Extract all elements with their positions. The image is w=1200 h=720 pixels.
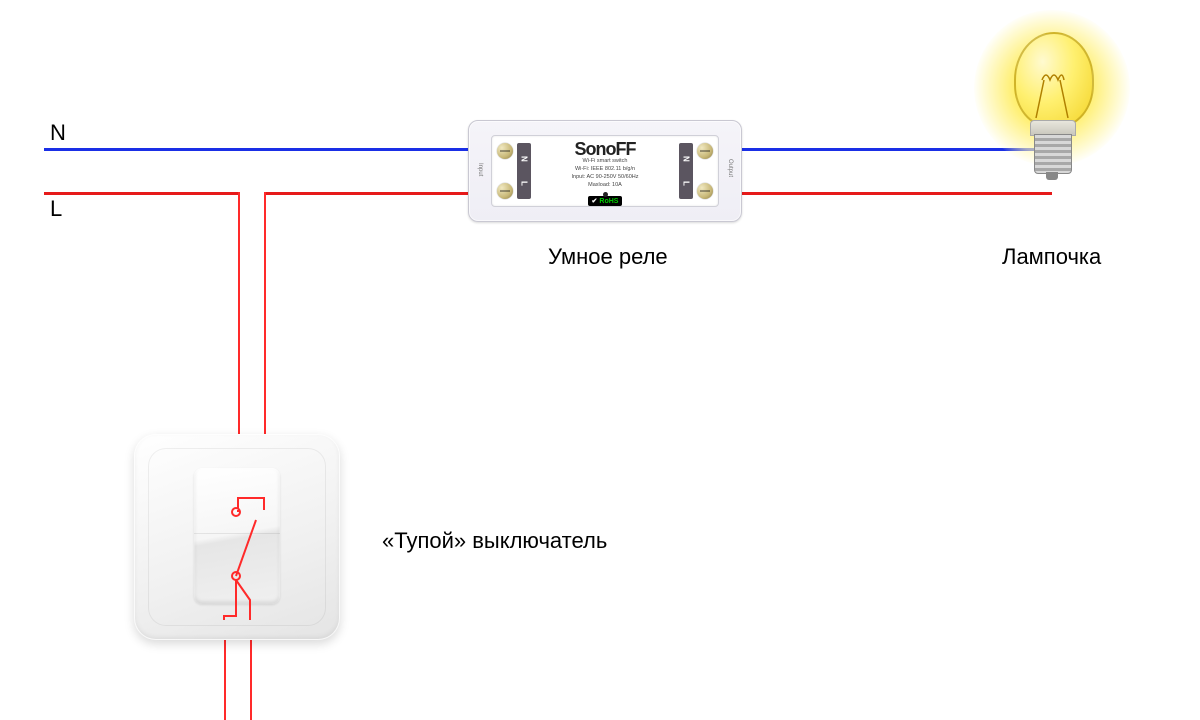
relay-spec1: Wi-Fi: IEEE 802.11 b/g/n xyxy=(541,166,669,173)
live-label: L xyxy=(50,196,62,222)
light-bulb xyxy=(974,10,1134,210)
relay-screw-icon xyxy=(697,143,713,159)
relay-screw-icon xyxy=(497,183,513,199)
relay-caption: Умное реле xyxy=(548,244,668,270)
bulb-caption: Лампочка xyxy=(1002,244,1101,270)
diagram-stage: N L N L N L Input Output SonoFF W xyxy=(0,0,1200,720)
relay-screw-icon xyxy=(697,183,713,199)
relay-screw-icon xyxy=(497,143,513,159)
relay-spec2: Input: AC 90-250V 50/60Hz xyxy=(541,174,669,181)
relay-button-icon xyxy=(603,192,608,197)
switch-caption: «Тупой» выключатель xyxy=(382,528,607,554)
relay-side-output: Output xyxy=(727,159,733,177)
terminal-l-label: L xyxy=(520,181,529,186)
neutral-label: N xyxy=(50,120,66,146)
smart-relay: N L N L Input Output SonoFF Wi-Fi smart … xyxy=(468,120,742,222)
relay-subtitle: Wi-Fi smart switch xyxy=(541,158,669,165)
relay-brand-area: SonoFF Wi-Fi smart switch Wi-Fi: IEEE 80… xyxy=(541,139,669,203)
terminal-n-label: N xyxy=(682,156,691,162)
relay-side-input: Input xyxy=(477,163,483,176)
relay-brand: SonoFF xyxy=(541,139,669,160)
switch-rocker[interactable] xyxy=(194,468,280,604)
wall-switch[interactable] xyxy=(134,434,340,640)
relay-spec3: Maxload: 10A xyxy=(541,182,669,189)
filament-icon xyxy=(1014,32,1090,124)
relay-output-terminal: N L xyxy=(679,143,693,199)
rohs-badge: RoHS xyxy=(588,196,623,206)
relay-input-terminal: N L xyxy=(517,143,531,199)
bulb-tip xyxy=(1046,172,1058,180)
live-wire-to-relay xyxy=(264,192,470,195)
terminal-l-label: L xyxy=(682,181,691,186)
bulb-socket-icon xyxy=(1034,134,1072,174)
neutral-wire-left xyxy=(44,148,470,151)
live-wire-left xyxy=(44,192,238,195)
terminal-n-label: N xyxy=(520,156,529,162)
